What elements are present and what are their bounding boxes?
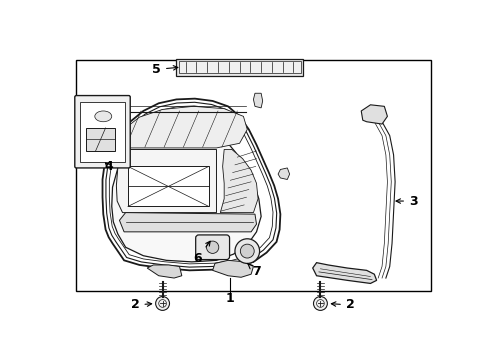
- Polygon shape: [118, 106, 247, 148]
- Polygon shape: [253, 93, 263, 108]
- Bar: [179, 61, 301, 73]
- Circle shape: [235, 239, 260, 264]
- Bar: [128, 166, 209, 206]
- Text: 1: 1: [226, 292, 235, 305]
- Circle shape: [240, 244, 254, 258]
- Polygon shape: [117, 149, 217, 213]
- Text: 7: 7: [247, 264, 261, 278]
- Bar: [76, 60, 431, 291]
- Bar: [80, 102, 125, 162]
- Polygon shape: [213, 260, 253, 277]
- Circle shape: [156, 297, 170, 310]
- Circle shape: [206, 241, 219, 253]
- Text: 2: 2: [331, 298, 355, 311]
- Polygon shape: [313, 263, 377, 283]
- Text: 6: 6: [193, 241, 210, 265]
- Polygon shape: [278, 168, 290, 180]
- Circle shape: [314, 297, 327, 310]
- Text: 5: 5: [152, 63, 178, 76]
- Text: 2: 2: [131, 298, 151, 311]
- Bar: [86, 128, 115, 151]
- Polygon shape: [112, 122, 261, 262]
- Bar: [176, 59, 303, 76]
- Polygon shape: [361, 105, 388, 124]
- Polygon shape: [120, 213, 257, 232]
- FancyBboxPatch shape: [75, 95, 130, 168]
- Ellipse shape: [95, 111, 112, 122]
- Polygon shape: [220, 149, 258, 213]
- Text: 4: 4: [104, 159, 113, 172]
- Text: 3: 3: [396, 194, 417, 208]
- Polygon shape: [147, 265, 182, 278]
- FancyBboxPatch shape: [196, 235, 229, 260]
